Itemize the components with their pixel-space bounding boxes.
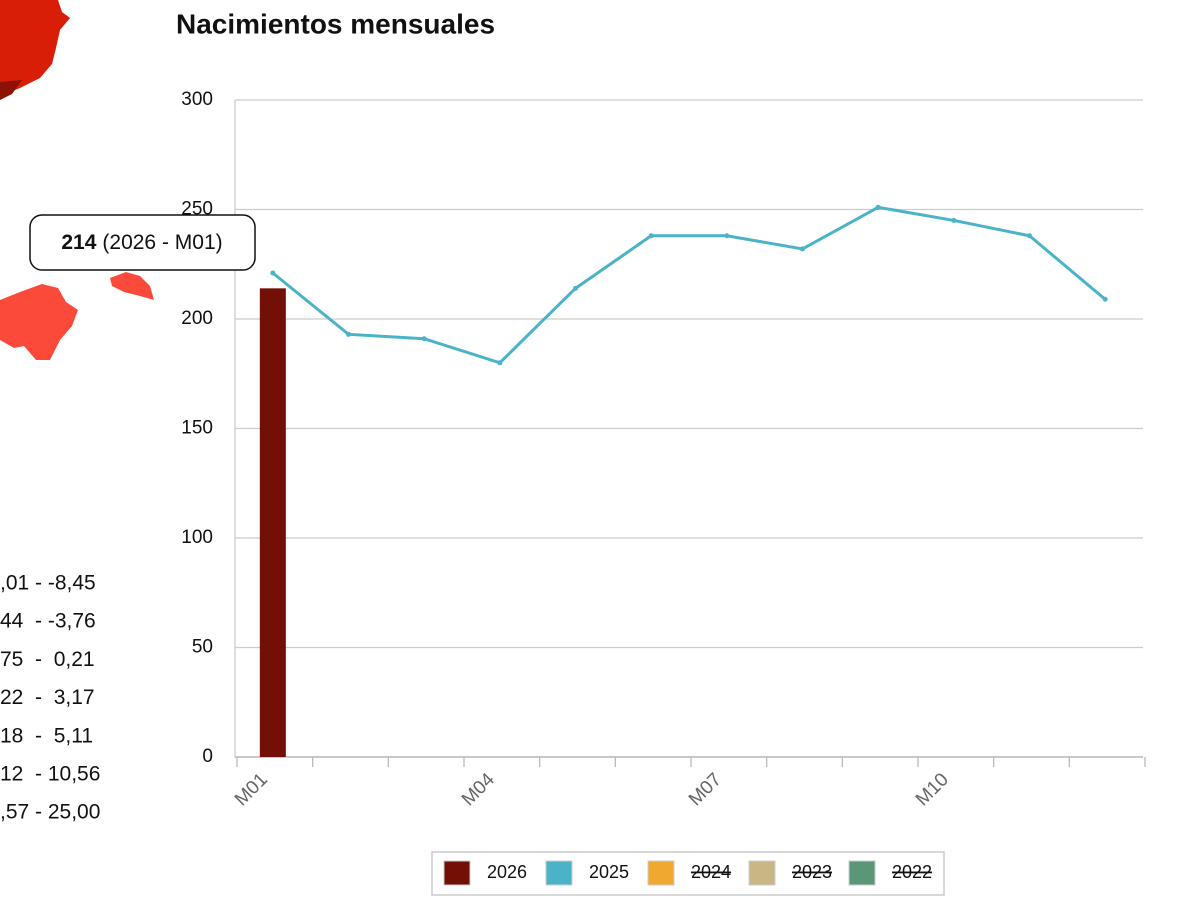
legend-swatch bbox=[647, 860, 675, 886]
map-region bbox=[0, 0, 70, 96]
tooltip-text: 214 (2026 - M01) bbox=[61, 231, 222, 254]
legend-item[interactable]: 2026 bbox=[443, 860, 527, 886]
legend-item[interactable]: 2022 bbox=[848, 860, 932, 886]
legend-item[interactable]: 2024 bbox=[647, 860, 731, 886]
point bbox=[951, 217, 957, 223]
y-tick-label: 150 bbox=[181, 418, 213, 439]
legend-swatch bbox=[848, 860, 876, 886]
x-tick-label: M10 bbox=[912, 769, 953, 810]
map-legend-label: 12 - 10,56 bbox=[0, 763, 100, 786]
map-legend-label: ,57 - 25,00 bbox=[0, 801, 100, 824]
point bbox=[421, 336, 427, 342]
point bbox=[648, 233, 654, 239]
map-legend-label: 75 - 0,21 bbox=[0, 648, 95, 671]
legend-swatch bbox=[443, 860, 471, 886]
point bbox=[346, 331, 351, 337]
legend-item[interactable]: 2023 bbox=[748, 860, 832, 886]
tooltip-value: 214 bbox=[61, 231, 96, 254]
x-tick-label: M07 bbox=[685, 769, 726, 810]
y-tick-label: 50 bbox=[192, 637, 213, 658]
legend-item[interactable]: 2025 bbox=[545, 860, 629, 886]
point bbox=[800, 246, 805, 252]
legend-label: 2026 bbox=[487, 862, 527, 882]
y-tick-label: 300 bbox=[181, 89, 213, 110]
y-tick-label: 0 bbox=[202, 746, 213, 767]
map-region bbox=[0, 284, 78, 360]
map-legend-label: 18 - 5,11 bbox=[0, 724, 93, 747]
legend-label: 2023 bbox=[792, 862, 832, 882]
y-tick-label: 200 bbox=[181, 308, 213, 329]
map-region bbox=[110, 272, 154, 300]
tooltip-box bbox=[29, 214, 256, 271]
point bbox=[270, 270, 276, 276]
point bbox=[1027, 233, 1032, 239]
y-tick-label: 100 bbox=[181, 527, 213, 548]
point bbox=[724, 233, 730, 239]
tooltip: 214 (2026 - M01) bbox=[29, 214, 256, 271]
point bbox=[497, 360, 503, 366]
point bbox=[875, 204, 881, 210]
x-tick-label: M04 bbox=[458, 769, 499, 810]
map-legend-label: 44 - -3,76 bbox=[0, 610, 96, 633]
legend-label: 2024 bbox=[691, 862, 731, 882]
map-fragment bbox=[0, 0, 154, 360]
tooltip-label: (2026 - M01) bbox=[102, 231, 222, 254]
map-legend-label: ,01 - -8,45 bbox=[0, 572, 96, 595]
map-region bbox=[0, 80, 22, 100]
chart-title: Nacimientos mensuales bbox=[176, 8, 495, 39]
line bbox=[271, 205, 1107, 365]
x-tick-label: M01 bbox=[231, 769, 272, 810]
point bbox=[573, 285, 578, 291]
legend-label: 2025 bbox=[589, 862, 629, 882]
legend-swatch bbox=[748, 860, 776, 886]
legend-label: 2022 bbox=[892, 862, 932, 882]
bar bbox=[259, 288, 286, 757]
point bbox=[1102, 296, 1108, 302]
map-legend-label: 22 - 3,17 bbox=[0, 686, 95, 709]
legend-swatch bbox=[545, 860, 573, 886]
